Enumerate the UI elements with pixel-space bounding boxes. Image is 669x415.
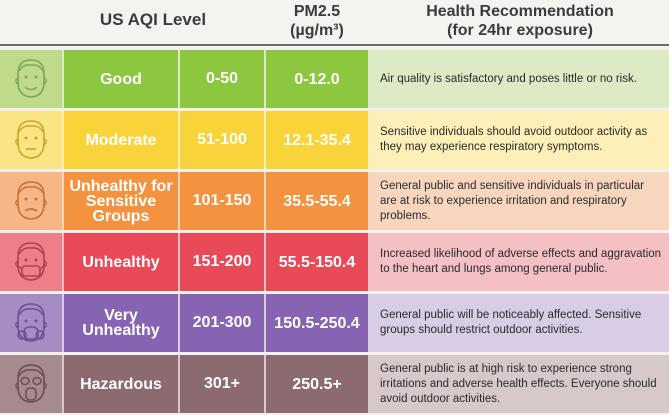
aqi-level-label: Moderate — [64, 111, 178, 169]
aqi-level-label: Very Unhealthy — [64, 294, 178, 352]
neutral-face-icon — [0, 111, 62, 169]
aqi-range-value: 151-200 — [180, 233, 264, 291]
pm25-range-value: 55.5-150.4 — [266, 233, 368, 291]
health-recommendation-text: Air quality is satisfactory and poses li… — [372, 50, 669, 108]
header-pm25: PM2.5 (µg/m³) — [266, 2, 368, 40]
table-header: US AQI Level PM2.5 (µg/m³) Health Recomm… — [0, 0, 669, 48]
header-rec-sub: (for 24hr exposure) — [447, 22, 593, 39]
aqi-row: Unhealthy 151-200 55.5-150.4 Increased like… — [0, 233, 669, 291]
aqi-range-value: 0-50 — [180, 50, 264, 108]
smiling-face-icon — [0, 50, 62, 108]
header-pm25-unit: (µg/m³) — [290, 22, 344, 39]
aqi-level-label: Unhealthy for Sensitive Groups — [64, 172, 178, 230]
gas-mask-face-icon — [0, 355, 62, 413]
health-recommendation-text: General public will be noticeably affect… — [372, 294, 669, 352]
header-divider — [0, 44, 669, 46]
header-rec-title: Health Recommendation — [426, 3, 614, 20]
pm25-range-value: 250.5+ — [266, 355, 368, 413]
aqi-row: Good 0-50 0-12.0 Air quality is satisfactor… — [0, 50, 669, 108]
pm25-range-value: 12.1-35.4 — [266, 111, 368, 169]
aqi-row: Hazardous 301+ 250.5+ General public is at … — [0, 355, 669, 413]
respirator-face-icon — [0, 294, 62, 352]
aqi-row: Unhealthy for Sensitive Groups 101-150 35.… — [0, 172, 669, 230]
pm25-range-value: 35.5-55.4 — [266, 172, 368, 230]
header-pm25-title: PM2.5 — [293, 3, 341, 20]
aqi-range-value: 301+ — [180, 355, 264, 413]
aqi-level-label: Hazardous — [64, 355, 178, 413]
health-recommendation-text: General public is at high risk to experi… — [372, 355, 669, 413]
header-aqi-level: US AQI Level — [99, 10, 207, 29]
worried-face-icon — [0, 172, 62, 230]
aqi-range-value: 201-300 — [180, 294, 264, 352]
aqi-row: Moderate 51-100 12.1-35.4 Sensitive individ… — [0, 111, 669, 169]
aqi-level-label: Unhealthy — [64, 233, 178, 291]
aqi-range-value: 51-100 — [180, 111, 264, 169]
mask-face-icon — [0, 233, 62, 291]
aqi-range-value: 101-150 — [180, 172, 264, 230]
pm25-range-value: 150.5-250.4 — [266, 294, 368, 352]
pm25-range-value: 0-12.0 — [266, 50, 368, 108]
header-health-recommendation: Health Recommendation (for 24hr exposure… — [372, 2, 668, 40]
health-recommendation-text: Increased likelihood of adverse effects … — [372, 233, 669, 291]
health-recommendation-text: General public and sensitive individuals… — [372, 172, 669, 230]
aqi-row: Very Unhealthy 201-300 150.5-250.4 General … — [0, 294, 669, 352]
aqi-level-label: Good — [64, 50, 178, 108]
health-recommendation-text: Sensitive individuals should avoid outdo… — [372, 111, 669, 169]
